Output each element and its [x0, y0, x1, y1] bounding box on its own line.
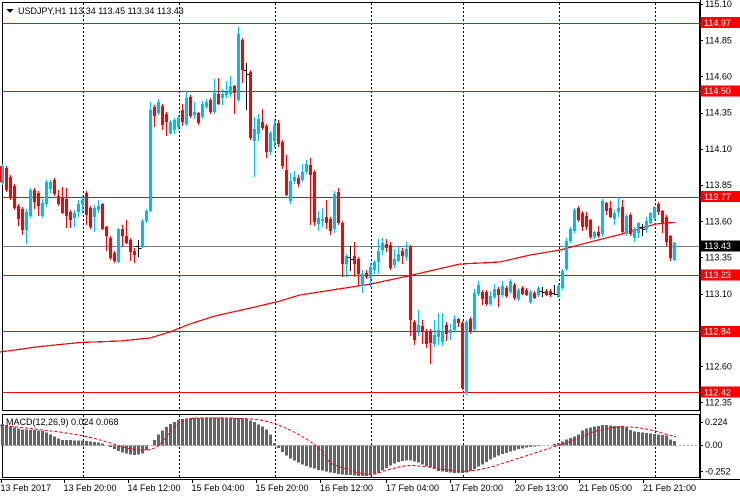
- svg-text:13 Feb 20:00: 13 Feb 20:00: [64, 483, 117, 493]
- svg-text:113.43: 113.43: [704, 241, 731, 251]
- svg-text:113.35: 113.35: [705, 253, 732, 263]
- svg-text:13 Feb 2017: 13 Feb 2017: [1, 483, 52, 493]
- svg-text:17 Feb 20:00: 17 Feb 20:00: [450, 483, 503, 493]
- svg-text:112.35: 112.35: [705, 398, 732, 408]
- svg-text:-0.252: -0.252: [705, 466, 731, 476]
- svg-text:15 Feb 04:00: 15 Feb 04:00: [192, 483, 245, 493]
- svg-text:114.50: 114.50: [704, 86, 731, 96]
- svg-text:20 Feb 13:00: 20 Feb 13:00: [515, 483, 568, 493]
- svg-text:16 Feb 12:00: 16 Feb 12:00: [320, 483, 373, 493]
- svg-text:113.23: 113.23: [704, 270, 731, 280]
- svg-text:114.35: 114.35: [705, 108, 732, 118]
- svg-text:USDJPY,H1 113.34 113.45 113.3: USDJPY,H1 113.34 113.45 113.34 113.43: [18, 6, 184, 16]
- svg-text:113.85: 113.85: [705, 180, 732, 190]
- svg-text:112.42: 112.42: [704, 388, 731, 398]
- svg-text:0.00: 0.00: [705, 440, 723, 450]
- svg-text:113.60: 113.60: [705, 216, 732, 226]
- svg-text:114.60: 114.60: [705, 72, 732, 82]
- svg-text:15 Feb 20:00: 15 Feb 20:00: [256, 483, 309, 493]
- svg-text:21 Feb 21:00: 21 Feb 21:00: [643, 483, 696, 493]
- svg-text:21 Feb 05:00: 21 Feb 05:00: [579, 483, 632, 493]
- svg-text:114.85: 114.85: [705, 35, 732, 45]
- svg-text:113.10: 113.10: [705, 289, 732, 299]
- svg-text:112.84: 112.84: [704, 327, 731, 337]
- svg-text:112.60: 112.60: [705, 361, 732, 371]
- svg-text:114.10: 114.10: [705, 144, 732, 154]
- svg-text:114.97: 114.97: [704, 18, 731, 28]
- svg-text:14 Feb 12:00: 14 Feb 12:00: [128, 483, 181, 493]
- svg-text:MACD(12,26,9) 0.024 0.068: MACD(12,26,9) 0.024 0.068: [6, 417, 119, 427]
- svg-text:115.10: 115.10: [705, 0, 732, 9]
- svg-text:17 Feb 04:00: 17 Feb 04:00: [386, 483, 439, 493]
- svg-text:0.224: 0.224: [705, 417, 728, 427]
- svg-text:113.77: 113.77: [704, 192, 731, 202]
